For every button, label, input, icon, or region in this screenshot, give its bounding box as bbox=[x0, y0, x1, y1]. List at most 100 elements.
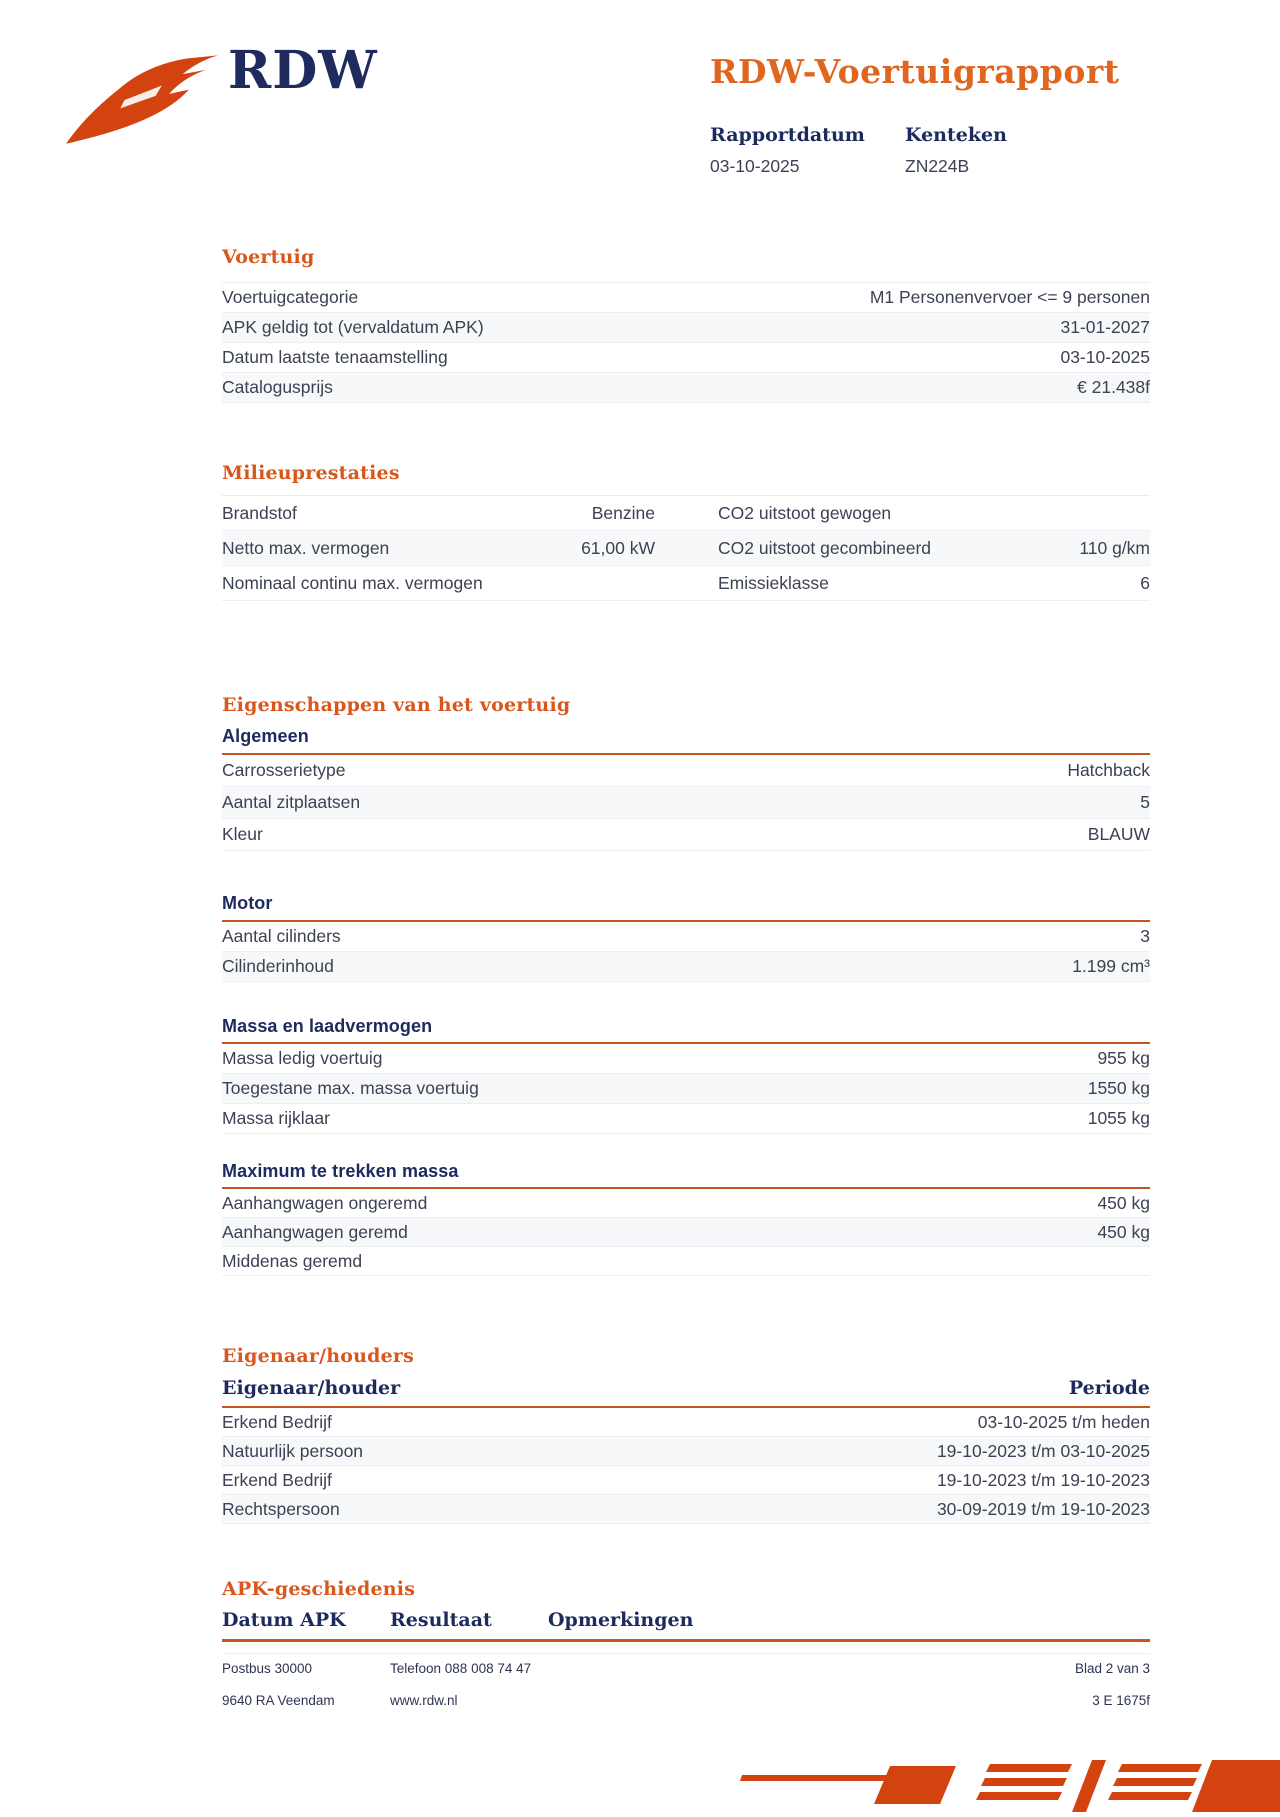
owner-period: 19-10-2023 t/m 03-10-2025 bbox=[936, 1440, 1150, 1461]
apk-header-rule bbox=[222, 1639, 1150, 1654]
owners-table: Erkend Bedrijf 03-10-2025 t/m heden Natu… bbox=[222, 1406, 1150, 1524]
owner-type: Rechtspersoon bbox=[222, 1498, 340, 1519]
milieu-left-cell: Brandstof Benzine bbox=[222, 503, 655, 524]
subsection-title: Motor bbox=[222, 893, 273, 913]
license-plate-label: Kenteken bbox=[905, 124, 1007, 146]
col-datum-apk: Datum APK bbox=[222, 1609, 346, 1631]
subsection-title: Massa en laadvermogen bbox=[222, 1016, 433, 1036]
table-row: Catalogusprijs € 21.438f bbox=[222, 373, 1150, 403]
algemeen-table: Carrosserietype Hatchback Aantal zitplaa… bbox=[222, 753, 1150, 851]
motor-table: Aantal cilinders 3 Cilinderinhoud 1.199 … bbox=[222, 920, 1150, 982]
row-label: Cilinderinhoud bbox=[222, 956, 334, 976]
row-label: Emissieklasse bbox=[718, 572, 829, 593]
section-heading: Milieuprestaties bbox=[222, 462, 400, 484]
report-date-label: Rapportdatum bbox=[710, 124, 865, 146]
table-row: Aanhangwagen geremd 450 kg bbox=[222, 1218, 1150, 1247]
subsection-title: Maximum te trekken massa bbox=[222, 1161, 459, 1181]
section-heading: APK-geschiedenis bbox=[222, 1578, 416, 1600]
footer-address-line1: Postbus 30000 bbox=[222, 1661, 313, 1676]
owner-type: Erkend Bedrijf bbox=[222, 1411, 332, 1432]
table-row: Erkend Bedrijf 03-10-2025 t/m heden bbox=[222, 1408, 1150, 1437]
apk-header-row: Datum APK Resultaat Opmerkingen bbox=[222, 1609, 1150, 1639]
col-resultaat: Resultaat bbox=[390, 1609, 492, 1631]
row-label: Middenas geremd bbox=[222, 1250, 363, 1271]
milieu-right-cell: CO2 uitstoot gewogen bbox=[718, 503, 1150, 524]
row-value: Hatchback bbox=[1067, 760, 1150, 780]
milieu-left-cell: Netto max. vermogen 61,00 kW bbox=[222, 538, 655, 559]
row-label: CO2 uitstoot gecombineerd bbox=[718, 537, 932, 558]
massa-table: Massa ledig voertuig 955 kg Toegestane m… bbox=[222, 1042, 1150, 1134]
subsection-motor: Motor Aantal cilinders 3 Cilinderinhoud … bbox=[222, 893, 1150, 982]
table-row: Cilinderinhoud 1.199 cm³ bbox=[222, 952, 1150, 982]
row-label: Voertuigcategorie bbox=[222, 287, 359, 307]
row-value: 3 bbox=[1140, 926, 1150, 946]
page-title: RDW-Voertuigrapport bbox=[710, 52, 1120, 91]
row-label: Massa ledig voertuig bbox=[222, 1048, 383, 1068]
row-label: Kleur bbox=[222, 824, 263, 844]
table-row: Kleur BLAUW bbox=[222, 819, 1150, 851]
row-value: M1 Personenvervoer <= 9 personen bbox=[869, 287, 1150, 307]
table-row: Massa rijklaar 1055 kg bbox=[222, 1104, 1150, 1134]
table-row: Datum laatste tenaamstelling 03-10-2025 bbox=[222, 343, 1150, 373]
table-row: Toegestane max. massa voertuig 1550 kg bbox=[222, 1074, 1150, 1104]
subsection-massa: Massa en laadvermogen Massa ledig voertu… bbox=[222, 1016, 1150, 1134]
row-label: Brandstof bbox=[222, 502, 297, 523]
col-opmerkingen: Opmerkingen bbox=[548, 1609, 694, 1631]
row-label: APK geldig tot (vervaldatum APK) bbox=[222, 317, 484, 337]
footer-website: www.rdw.nl bbox=[390, 1693, 458, 1708]
table-row: Voertuigcategorie M1 Personenvervoer <= … bbox=[222, 283, 1150, 313]
row-value: 6 bbox=[1140, 572, 1150, 593]
row-label: Carrosserietype bbox=[222, 760, 346, 780]
table-row: Aanhangwagen ongeremd 450 kg bbox=[222, 1189, 1150, 1218]
row-label: Catalogusprijs bbox=[222, 377, 333, 397]
row-value: 5 bbox=[1140, 792, 1150, 812]
row-value: 03-10-2025 bbox=[1060, 347, 1150, 367]
license-plate-value: ZN224B bbox=[905, 156, 970, 176]
row-value: 955 kg bbox=[1097, 1048, 1150, 1068]
row-label: Toegestane max. massa voertuig bbox=[222, 1078, 479, 1098]
section-apk-geschiedenis: APK-geschiedenis Datum APK Resultaat Opm… bbox=[222, 1578, 1150, 1654]
row-label: Aantal cilinders bbox=[222, 926, 341, 946]
apk-empty-row bbox=[222, 1642, 1150, 1654]
row-value: 450 kg bbox=[1097, 1192, 1150, 1213]
milieu-table: Brandstof Benzine CO2 uitstoot gewogen N… bbox=[222, 495, 1150, 601]
table-row: Natuurlijk persoon 19-10-2023 t/m 03-10-… bbox=[222, 1437, 1150, 1466]
row-value: € 21.438f bbox=[1077, 377, 1150, 397]
section-eigenschappen-heading: Eigenschappen van het voertuig bbox=[222, 694, 571, 716]
rdw-logo-text: RDW bbox=[228, 40, 378, 101]
row-value: 1055 kg bbox=[1087, 1108, 1150, 1128]
owner-period: 19-10-2023 t/m 19-10-2023 bbox=[936, 1469, 1150, 1490]
table-row: Erkend Bedrijf 19-10-2023 t/m 19-10-2023 bbox=[222, 1466, 1150, 1495]
footer-doc-code: 3 E 1675f bbox=[1092, 1693, 1150, 1708]
voertuig-table: Voertuigcategorie M1 Personenvervoer <= … bbox=[222, 282, 1150, 403]
rdw-logo-feather-icon bbox=[62, 46, 218, 150]
table-row: APK geldig tot (vervaldatum APK) 31-01-2… bbox=[222, 313, 1150, 343]
trekken-table: Aanhangwagen ongeremd 450 kg Aanhangwage… bbox=[222, 1187, 1150, 1276]
table-row: Brandstof Benzine CO2 uitstoot gewogen bbox=[222, 496, 1150, 531]
subsection-title: Algemeen bbox=[222, 726, 309, 746]
row-value: 110 g/km bbox=[1079, 537, 1150, 558]
milieu-right-cell: CO2 uitstoot gecombineerd 110 g/km bbox=[718, 538, 1150, 559]
row-label: Datum laatste tenaamstelling bbox=[222, 347, 448, 367]
row-value: Benzine bbox=[591, 502, 655, 523]
footer-phone: Telefoon 088 008 74 47 bbox=[390, 1661, 532, 1676]
subsection-algemeen: Algemeen Carrosserietype Hatchback Aanta… bbox=[222, 726, 1150, 851]
section-milieuprestaties: Milieuprestaties Brandstof Benzine CO2 u… bbox=[222, 462, 1150, 601]
table-row: Massa ledig voertuig 955 kg bbox=[222, 1044, 1150, 1074]
table-row: Aantal zitplaatsen 5 bbox=[222, 787, 1150, 819]
table-row: Nominaal continu max. vermogen Emissiekl… bbox=[222, 566, 1150, 601]
col-period: Periode bbox=[1068, 1377, 1150, 1399]
col-owner: Eigenaar/houder bbox=[222, 1377, 401, 1399]
footer-row-2: 9640 RA Veendam www.rdw.nl 3 E 1675f bbox=[222, 1693, 1150, 1708]
section-heading: Eigenaar/houders bbox=[222, 1345, 415, 1367]
row-label: Netto max. vermogen bbox=[222, 537, 390, 558]
row-label: CO2 uitstoot gewogen bbox=[718, 502, 892, 523]
footer-page-number: Blad 2 van 3 bbox=[1074, 1661, 1150, 1676]
row-label: Massa rijklaar bbox=[222, 1108, 330, 1128]
row-label: Aanhangwagen geremd bbox=[222, 1221, 408, 1242]
row-label: Nominaal continu max. vermogen bbox=[222, 572, 483, 593]
rdw-speedlines-graphic-icon bbox=[740, 1758, 1280, 1812]
row-value: 31-01-2027 bbox=[1060, 317, 1150, 337]
row-label: Aantal zitplaatsen bbox=[222, 792, 361, 812]
